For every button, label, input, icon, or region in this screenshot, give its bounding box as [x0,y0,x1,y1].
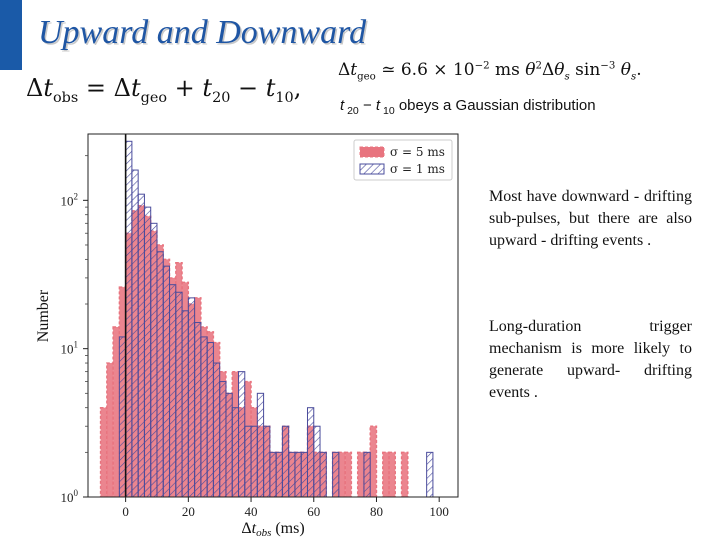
bar-sigma1 [137,193,145,497]
bar-sigma1 [363,451,371,497]
bar-sigma1 [169,284,177,497]
y-tick-label: 101 [61,340,79,357]
x-tick-label: 80 [370,504,383,519]
x-tick-label: 40 [245,504,258,519]
bar-sigma5 [99,406,108,497]
bar-sigma5 [106,362,114,497]
note-long-duration: Long-duration trigger mechanism is more … [489,318,692,401]
x-tick-label: 0 [122,504,129,519]
gaussian-note: t 20 − t 10 obeys a Gaussian distributio… [340,97,596,117]
bar-sigma5 [369,425,378,497]
x-axis-label: Δtobs (ms) [241,520,304,539]
bar-sigma1 [263,425,271,497]
bar-sigma1 [294,451,302,497]
x-tick-label: 20 [182,504,195,519]
bar-sigma1 [426,451,434,497]
bar-sigma1 [332,451,340,497]
bar-sigma1 [219,381,227,497]
chart-legend: σ = 5 ms σ = 1 ms [353,139,453,181]
plot-frame [87,133,459,498]
bar-sigma1 [206,342,214,497]
bar-sigma1 [275,451,283,497]
bar-sigma1 [143,206,152,497]
legend-label-sigma1: σ = 1 ms [390,162,445,176]
bar-sigma5 [388,451,396,497]
y-tick-label: 102 [61,191,79,208]
bar-sigma1 [231,407,240,497]
x-tick-label: 100 [429,504,449,519]
bar-sigma5 [382,451,390,497]
bar-sigma1 [256,392,265,497]
bar-sigma1 [175,291,183,497]
bar-sigma1 [288,451,296,497]
y-axis-label: Number [35,289,52,342]
bar-sigma1 [313,425,321,497]
bar-sigma1 [238,371,246,497]
bar-sigma1 [118,336,127,497]
bar-sigma1 [319,451,327,497]
legend-label-sigma5: σ = 5 ms [390,145,445,159]
bar-sigma5 [338,451,346,497]
bar-sigma1 [244,425,252,497]
slide-title: Upward and Downward [38,14,367,51]
bar-sigma1 [200,336,208,497]
bar-sigma1 [300,451,308,497]
bar-sigma1 [250,425,258,497]
bar-sigma1 [131,169,139,497]
bar-sigma1 [269,451,277,497]
legend-swatch-sigma1 [359,163,385,175]
y-tick-label: 100 [61,488,79,505]
bar-sigma1 [187,297,196,497]
bar-sigma1 [150,222,158,497]
x-tick-label: 60 [307,504,320,519]
bar-sigma1 [212,362,221,497]
observed-delay-equation: Δtobs = Δtgeo + t20 − t10, [26,74,302,106]
bar-sigma5 [112,326,121,497]
bar-sigma1 [306,407,315,497]
bar-sigma1 [225,392,233,497]
note-downward-drifting: Most have downward - drifting sub-pulses… [489,188,692,249]
bar-sigma5 [356,451,365,497]
bar-sigma1 [162,265,171,497]
bar-sigma1 [194,322,202,497]
bar-sigma1 [181,310,189,497]
bar-sigma1 [281,425,290,497]
bar-sigma5 [400,451,409,497]
bar-sigma5 [344,451,353,497]
bar-sigma1 [156,251,164,497]
geometric-delay-equation: Δtgeo ≃ 6.6 × 10−2 ms θ2Δθs sin−3 θs. [338,60,642,83]
title-accent-bar [0,0,22,70]
bar-sigma1 [125,140,133,497]
legend-swatch-sigma5 [359,146,385,158]
